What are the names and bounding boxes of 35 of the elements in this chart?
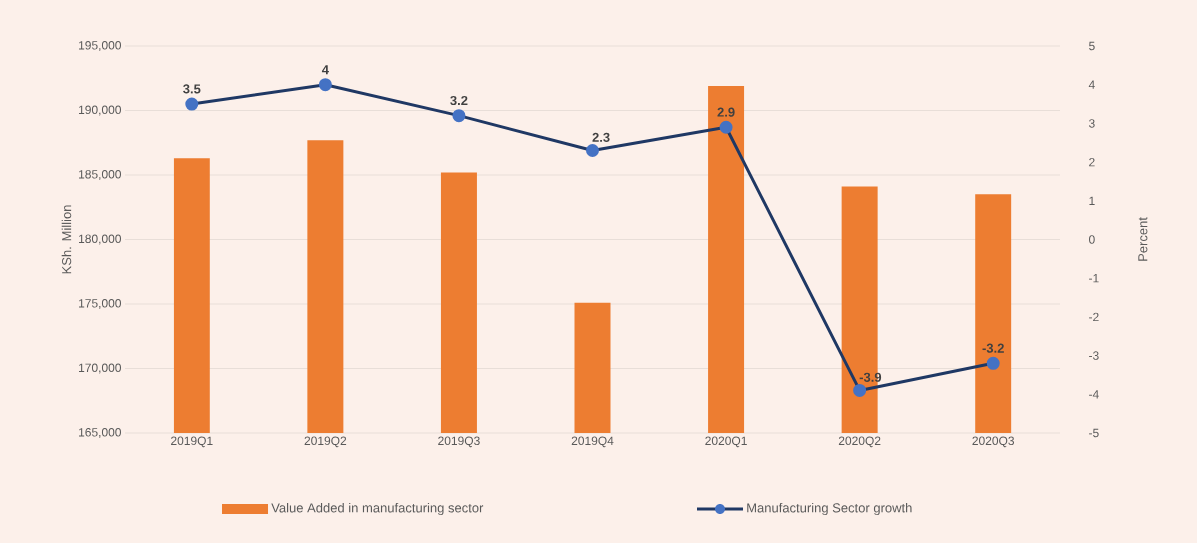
x-tick-label: 2020Q1 (705, 436, 747, 448)
x-tick-label: 2019Q1 (171, 436, 213, 448)
y-tick-label: 170,000 (79, 363, 122, 374)
y2-tick-label: 1 (1089, 196, 1095, 205)
data-label: 3.2 (450, 95, 468, 106)
legend-label: Manufacturing Sector growth (747, 502, 912, 516)
y2-axis-title: Percent (1138, 217, 1148, 261)
y2-tick-label: -2 (1089, 312, 1099, 322)
y2-tick-label: -5 (1089, 428, 1099, 438)
data-label: 2.3 (592, 132, 610, 142)
y-tick-label: 180,000 (79, 234, 122, 245)
y2-tick-label: -1 (1089, 274, 1099, 283)
data-label: 3.5 (183, 84, 201, 94)
y-axis-title: KSh. Million (61, 205, 72, 274)
y-tick-label: 190,000 (79, 105, 122, 116)
y2-tick-label: 0 (1089, 235, 1095, 244)
y2-tick-label: -3 (1089, 351, 1099, 360)
y2-tick-label: 3 (1088, 119, 1095, 128)
y2-tick-label: 5 (1089, 41, 1095, 51)
x-tick-label: 2019Q4 (571, 436, 614, 448)
y2-tick-label: -4 (1089, 390, 1099, 399)
y-tick-label: 175,000 (79, 299, 122, 309)
x-tick-label: 2019Q3 (438, 436, 480, 448)
y2-tick-label: 2 (1089, 157, 1095, 167)
y2-tick-label: 4 (1088, 80, 1095, 89)
y-tick-label: 165,000 (79, 428, 122, 438)
y-tick-label: 185,000 (79, 170, 122, 180)
legend-label: Value Added in manufacturing sector (271, 502, 484, 516)
x-tick-label: 2020Q3 (972, 436, 1015, 448)
data-label: 4 (321, 65, 329, 75)
y-tick-label: 195,000 (79, 41, 122, 51)
x-tick-label: 2019Q2 (304, 436, 347, 448)
data-label: -3.2 (982, 343, 1004, 353)
x-tick-label: 2020Q2 (838, 436, 881, 448)
data-label: 2.9 (717, 107, 735, 117)
